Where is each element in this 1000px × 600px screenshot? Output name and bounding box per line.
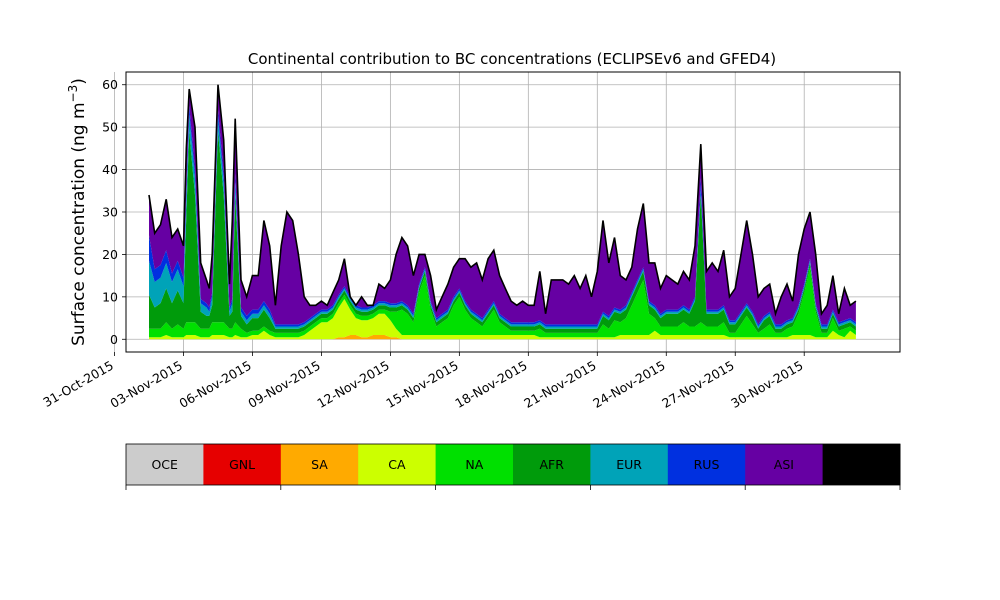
x-tick-label: 03-Nov-2015 xyxy=(107,358,184,411)
legend-label-eur: EUR xyxy=(616,457,642,472)
legend-swatch-afr xyxy=(513,444,591,485)
area-na xyxy=(149,267,856,338)
y-axis-label-exponent: −3 xyxy=(66,85,80,103)
y-axis-label-text: Surface concentration (ng m xyxy=(69,102,89,345)
x-tick-label: 21-Nov-2015 xyxy=(521,358,598,411)
x-tick-label: 09-Nov-2015 xyxy=(245,358,322,411)
legend-swatch-sa xyxy=(280,444,359,485)
y-tick-label: 40 xyxy=(102,162,118,177)
legend-swatch-ca xyxy=(358,444,437,485)
legend-swatch-na xyxy=(435,444,514,485)
y-axis-label: Surface concentration (ng m−3) xyxy=(66,78,89,346)
legend-label-afr: AFR xyxy=(539,457,564,472)
y-tick-label: 60 xyxy=(102,77,118,92)
x-tick-label: 06-Nov-2015 xyxy=(176,358,253,411)
y-tick-label: 20 xyxy=(102,247,118,262)
legend-label-sa: SA xyxy=(311,457,328,472)
y-axis-label-close: ) xyxy=(69,78,89,85)
y-tick-label: 10 xyxy=(102,289,118,304)
legend-swatch-rus xyxy=(667,444,746,485)
legend-label-asi: ASI xyxy=(774,457,794,472)
x-tick-label: 24-Nov-2015 xyxy=(590,358,667,411)
legend-frame xyxy=(125,443,901,486)
x-tick-label: 15-Nov-2015 xyxy=(383,358,460,411)
x-tick-label: 30-Nov-2015 xyxy=(728,358,805,411)
y-tick-label: 50 xyxy=(102,120,118,135)
area-afr xyxy=(149,131,856,333)
legend-label-oce: OCE xyxy=(151,457,178,472)
area-ca xyxy=(149,299,856,340)
y-axis: 0 10 20 30 40 50 60 xyxy=(102,77,126,347)
legend-swatch-oce xyxy=(126,444,204,485)
legend-label-aus: AUS xyxy=(848,457,874,472)
x-axis: 31-Oct-201503-Nov-201506-Nov-201509-Nov-… xyxy=(40,352,806,411)
legend-swatch-asi xyxy=(745,444,824,485)
x-tick-label: 27-Nov-2015 xyxy=(659,358,736,411)
color-legend: OCE GNL SA CA NA AFR EUR RUS ASI AUS xyxy=(125,443,901,490)
plot-area: 0 10 20 30 40 50 60 31-Oct-201503-Nov-201506-N… xyxy=(40,71,901,411)
legend-swatch-gnl xyxy=(203,444,282,485)
x-tick-label: 31-Oct-2015 xyxy=(40,358,116,410)
area-asi xyxy=(149,84,856,325)
legend-label-ca: CA xyxy=(388,457,406,472)
y-tick-label: 0 xyxy=(110,332,118,347)
legend-label-na: NA xyxy=(465,457,483,472)
chart-title: Continental contribution to BC concentra… xyxy=(248,50,776,68)
legend-label-rus: RUS xyxy=(694,457,720,472)
legend-swatch-aus xyxy=(822,444,901,485)
legend-swatch-eur xyxy=(590,444,669,485)
x-tick-label: 12-Nov-2015 xyxy=(314,358,391,411)
y-tick-label: 30 xyxy=(102,205,118,220)
total-outline xyxy=(148,84,857,317)
x-tick-label: 18-Nov-2015 xyxy=(452,358,529,411)
legend-label-gnl: GNL xyxy=(229,457,255,472)
